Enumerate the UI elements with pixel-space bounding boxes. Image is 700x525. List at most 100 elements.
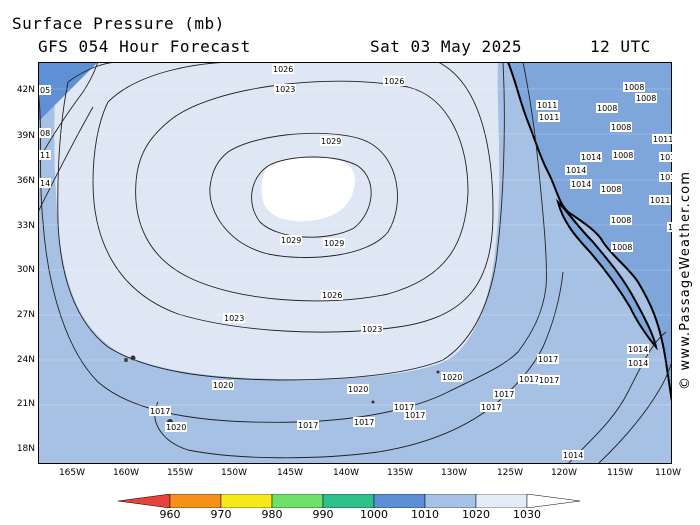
forecast-time: 12 UTC xyxy=(590,37,651,56)
baja-peninsula xyxy=(556,198,658,351)
isobar-label: 1011 xyxy=(539,113,559,122)
isobar-label-bg xyxy=(611,242,633,252)
forecast-subtitle: GFS 054 Hour Forecast xyxy=(38,37,251,56)
isobar-label: 1017 xyxy=(150,407,170,416)
colorbar-label-1030: 1030 xyxy=(513,508,541,521)
isobar-label: 1023 xyxy=(224,314,244,323)
isobar-label-bg xyxy=(570,179,592,189)
isobar-label: 1008 xyxy=(601,185,621,194)
colorbar-label-970: 970 xyxy=(210,508,232,521)
lon-label-110w: 110W xyxy=(654,468,682,478)
isobar-label: 1017 xyxy=(519,375,539,384)
isobar-label: 1014 xyxy=(628,359,648,368)
isobar-label-bg xyxy=(600,184,622,194)
isobar-label: 1017 xyxy=(298,421,318,430)
lon-label-140w: 140W xyxy=(332,468,360,478)
isobar-label: 1023 xyxy=(362,325,382,334)
isobar-label-bg xyxy=(649,195,671,205)
colorbar-label-990: 990 xyxy=(312,508,334,521)
isobar-label-bg xyxy=(361,324,383,334)
pressure-colorbar xyxy=(118,494,581,508)
isobar-label-bg xyxy=(347,384,369,394)
lon-label-115w: 115W xyxy=(606,468,634,478)
colorbar-label-1020: 1020 xyxy=(462,508,490,521)
isobar-label-bg xyxy=(538,112,560,122)
isobar-label-bg xyxy=(39,150,51,160)
pressure-field-above-1030 xyxy=(261,156,355,222)
isobar-label-bg xyxy=(393,402,415,412)
pressure-field-1020-1030 xyxy=(54,62,500,380)
isobar-label-bg xyxy=(320,136,342,146)
isobar-label-bg xyxy=(441,372,463,382)
isobar-label-bg xyxy=(39,85,51,95)
isobar-label-bg xyxy=(149,406,171,416)
isobar-label: 1011 xyxy=(660,173,672,182)
isobar-label-bg xyxy=(480,402,502,412)
isobar-label: 14 xyxy=(40,179,50,188)
lat-label-39n: 39N xyxy=(16,131,35,141)
colorbar-label-960: 960 xyxy=(159,508,181,521)
isobar-label-bg xyxy=(353,417,375,427)
isobar-label-bg xyxy=(404,410,426,420)
colorbar-swatch-990 xyxy=(271,494,324,508)
map-title: Surface Pressure (mb) xyxy=(12,14,225,33)
isobar-label: 1020 xyxy=(348,385,368,394)
isobar-label: 1029 xyxy=(321,137,341,146)
isobar-label: 1011 xyxy=(650,196,670,205)
isobar-label-bg xyxy=(659,152,681,162)
isobar-label: 1008 xyxy=(612,243,632,252)
isobar-label-bg xyxy=(623,82,645,92)
isobar-label-bg xyxy=(580,152,602,162)
isobar-label: 1017 xyxy=(481,403,501,412)
isobar-label-bg xyxy=(538,375,560,385)
isobar-label: 1008 xyxy=(613,151,633,160)
isobar-label: 1017 xyxy=(405,411,425,420)
isobar-label: 1017 xyxy=(354,418,374,427)
isobar-label: 1014 xyxy=(668,223,672,232)
isobar-label-bg xyxy=(493,389,515,399)
lat-label-42n: 42N xyxy=(16,85,35,95)
isobar-label-bg xyxy=(652,134,674,144)
colorbar-label-980: 980 xyxy=(261,508,283,521)
isobar-label-bg xyxy=(518,374,540,384)
isobar-label: 1014 xyxy=(581,153,601,162)
graticule xyxy=(38,88,672,406)
isobar-label: 1029 xyxy=(324,239,344,248)
isobar-label: 1026 xyxy=(384,77,404,86)
land-mass xyxy=(506,61,673,403)
isobar-label-bg xyxy=(272,64,294,74)
colorbar-swatch-1030 xyxy=(475,494,528,508)
isobar-label: 1008 xyxy=(611,123,631,132)
lon-label-125w: 125W xyxy=(496,468,524,478)
lat-label-33n: 33N xyxy=(16,221,35,231)
colorbar-swatch-1010 xyxy=(373,494,426,508)
isobar-label: 1011 xyxy=(660,153,672,162)
isobar-labels: 1026 1023 1026 1029 1029 1029 1026 1023 1023 1020… xyxy=(39,64,689,460)
isobar-label: 1020 xyxy=(442,373,462,382)
isobar-label: 1017 xyxy=(538,355,558,364)
colorbar-label-1000: 1000 xyxy=(360,508,388,521)
isobar-label-bg xyxy=(223,313,245,323)
lon-label-160w: 160W xyxy=(112,468,140,478)
isobar-label-bg xyxy=(627,358,649,368)
isobar-label: 1020 xyxy=(213,381,233,390)
colorbar-swatch-above xyxy=(526,494,581,508)
isobar-label: 1017 xyxy=(394,403,414,412)
lat-label-18n: 18N xyxy=(16,444,35,454)
isobar-label: 1026 xyxy=(273,65,293,74)
isobar-label-bg xyxy=(297,420,319,430)
colorbar-swatch-960 xyxy=(118,494,171,508)
colorbar-swatch-1000 xyxy=(322,494,375,508)
isobar-label: 1008 xyxy=(636,94,656,103)
lat-label-36n: 36N xyxy=(16,176,35,186)
lon-label-130w: 130W xyxy=(440,468,468,478)
isobar-label-bg xyxy=(280,235,302,245)
lon-label-165w: 165W xyxy=(58,468,86,478)
pressure-map: 1026 1023 1026 1029 1029 1029 1026 1023 1023 1020… xyxy=(37,61,689,465)
forecast-date: Sat 03 May 2025 xyxy=(370,37,522,56)
lat-label-27n: 27N xyxy=(16,310,35,320)
lon-label-145w: 145W xyxy=(276,468,304,478)
lat-label-30n: 30N xyxy=(16,265,35,275)
isobar-label-bg xyxy=(596,103,618,113)
isobar-label: 08 xyxy=(40,129,50,138)
